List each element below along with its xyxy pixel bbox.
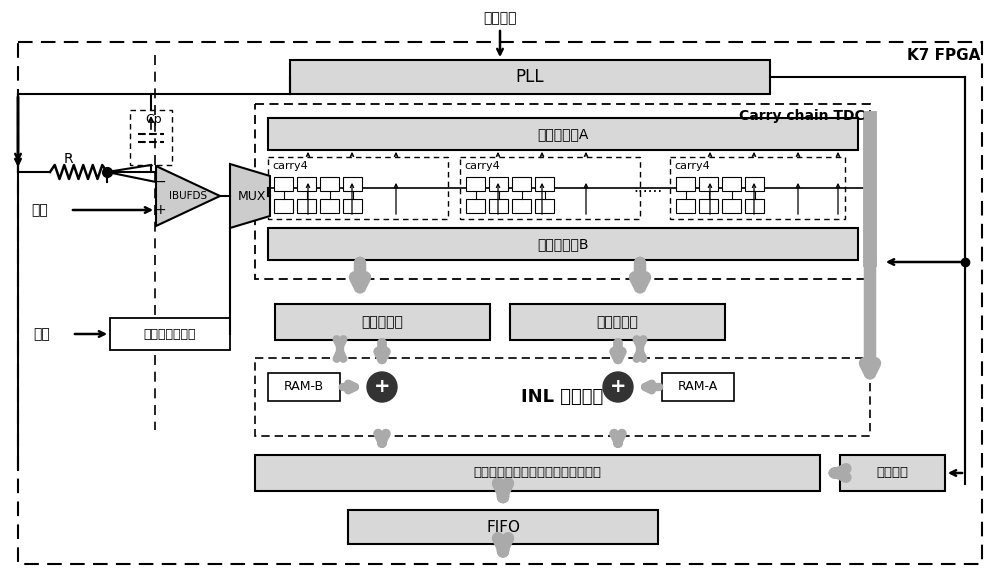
Text: IBUFDS: IBUFDS bbox=[169, 191, 207, 201]
Bar bbox=[268, 228, 858, 260]
Text: 前沿编码器: 前沿编码器 bbox=[362, 315, 403, 329]
Bar bbox=[489, 199, 508, 213]
Bar bbox=[320, 199, 339, 213]
Bar bbox=[343, 177, 362, 191]
Bar bbox=[745, 199, 764, 213]
Text: +: + bbox=[154, 203, 166, 217]
Bar bbox=[512, 177, 531, 191]
Bar bbox=[320, 177, 339, 191]
Text: R: R bbox=[63, 152, 73, 166]
Circle shape bbox=[603, 372, 633, 402]
Bar bbox=[489, 177, 508, 191]
Text: 粗计数器: 粗计数器 bbox=[876, 467, 908, 479]
Text: Carry chain TDC: Carry chain TDC bbox=[739, 109, 865, 123]
Text: Cp: Cp bbox=[146, 113, 162, 126]
Bar bbox=[535, 199, 554, 213]
Bar bbox=[722, 199, 741, 213]
Bar bbox=[745, 177, 764, 191]
Text: carry4: carry4 bbox=[272, 161, 308, 171]
Bar bbox=[268, 157, 448, 219]
Polygon shape bbox=[230, 164, 270, 228]
Bar bbox=[466, 177, 485, 191]
Bar bbox=[348, 510, 658, 544]
Text: 输入: 输入 bbox=[32, 203, 48, 217]
Text: INL 修正逻辑: INL 修正逻辑 bbox=[521, 388, 604, 406]
Bar bbox=[535, 177, 554, 191]
Bar bbox=[670, 157, 845, 219]
Bar bbox=[699, 199, 718, 213]
Bar bbox=[268, 118, 858, 150]
Text: 时间信息打包与缓存、脉冲宽度计算: 时间信息打包与缓存、脉冲宽度计算 bbox=[474, 467, 602, 479]
Text: K7 FPGA: K7 FPGA bbox=[907, 47, 981, 62]
Bar bbox=[297, 177, 316, 191]
Text: 触发器阵列A: 触发器阵列A bbox=[537, 127, 589, 141]
Bar bbox=[290, 60, 770, 94]
Text: carry4: carry4 bbox=[674, 161, 710, 171]
Bar bbox=[130, 110, 172, 165]
Bar bbox=[274, 177, 293, 191]
Text: −: − bbox=[154, 175, 166, 189]
Bar bbox=[268, 373, 340, 401]
Bar bbox=[676, 199, 695, 213]
Text: ......: ...... bbox=[633, 181, 663, 196]
Bar bbox=[110, 318, 230, 350]
Bar bbox=[255, 104, 870, 279]
Bar bbox=[662, 373, 734, 401]
Bar bbox=[510, 304, 725, 340]
Bar bbox=[274, 199, 293, 213]
Text: +: + bbox=[374, 378, 390, 396]
Bar bbox=[512, 199, 531, 213]
Text: RAM-A: RAM-A bbox=[678, 380, 718, 394]
Circle shape bbox=[367, 372, 397, 402]
Bar bbox=[460, 157, 640, 219]
Text: RAM-B: RAM-B bbox=[284, 380, 324, 394]
Bar bbox=[275, 304, 490, 340]
Text: 后沿编码器: 后沿编码器 bbox=[597, 315, 638, 329]
Bar bbox=[840, 455, 945, 491]
Text: carry4: carry4 bbox=[464, 161, 500, 171]
Text: PLL: PLL bbox=[516, 68, 544, 86]
Bar bbox=[297, 199, 316, 213]
Text: 触发器阵列B: 触发器阵列B bbox=[537, 237, 589, 251]
Bar bbox=[699, 177, 718, 191]
Text: 晶振: 晶振 bbox=[34, 327, 50, 341]
Text: 系统时钟: 系统时钟 bbox=[483, 11, 517, 25]
Bar bbox=[255, 455, 820, 491]
Text: FIFO: FIFO bbox=[486, 519, 520, 534]
Bar bbox=[343, 199, 362, 213]
Text: MUX: MUX bbox=[238, 189, 266, 202]
Bar bbox=[466, 199, 485, 213]
Bar bbox=[255, 358, 870, 436]
Text: +: + bbox=[610, 378, 626, 396]
Text: 标定信号发生器: 标定信号发生器 bbox=[144, 328, 196, 340]
Bar bbox=[722, 177, 741, 191]
Bar bbox=[676, 177, 695, 191]
Polygon shape bbox=[156, 166, 220, 226]
